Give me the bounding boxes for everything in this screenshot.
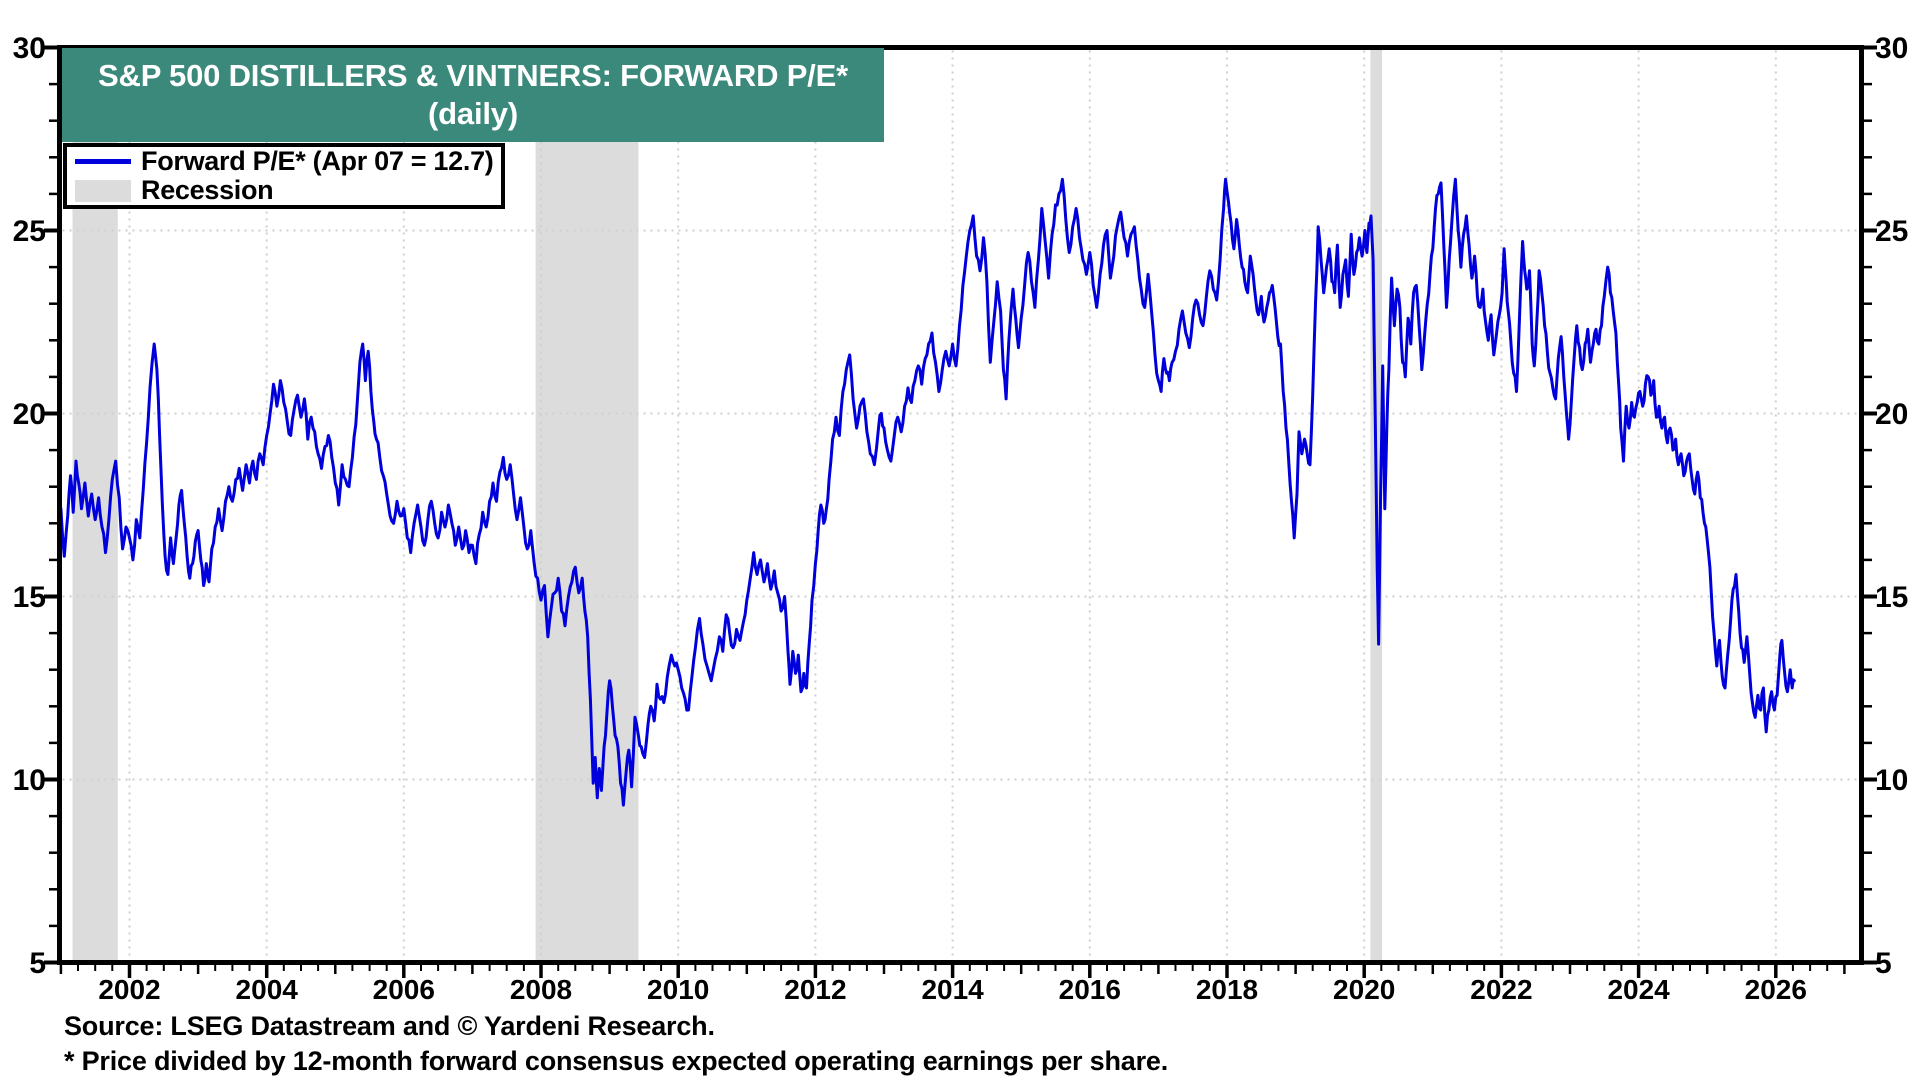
legend-item-recession: Recession xyxy=(75,175,501,205)
plot-frame xyxy=(57,45,1864,965)
chart-title-box: S&P 500 DISTILLERS & VINTNERS: FORWARD P… xyxy=(62,48,884,142)
svg-text:2002: 2002 xyxy=(98,974,160,1005)
svg-text:2024: 2024 xyxy=(1607,974,1670,1005)
svg-text:5: 5 xyxy=(29,947,46,980)
blue-line-swatch xyxy=(75,159,131,164)
svg-text:2006: 2006 xyxy=(373,974,435,1005)
x-axis-ticks xyxy=(59,965,1846,978)
svg-text:20: 20 xyxy=(1875,398,1908,431)
gridlines xyxy=(62,50,1859,960)
svg-text:10: 10 xyxy=(13,764,46,797)
svg-text:5: 5 xyxy=(1875,947,1892,980)
legend: Forward P/E* (Apr 07 = 12.7) Recession xyxy=(63,143,505,209)
svg-text:2004: 2004 xyxy=(236,974,299,1005)
svg-text:2022: 2022 xyxy=(1470,974,1532,1005)
y-axis-labels-left: 5 10 15 20 25 30 xyxy=(13,32,46,980)
svg-text:2008: 2008 xyxy=(510,974,572,1005)
svg-text:25: 25 xyxy=(1875,215,1908,248)
svg-text:2012: 2012 xyxy=(784,974,846,1005)
recession-swatch-icon xyxy=(75,179,131,202)
legend-label-recession: Recession xyxy=(141,175,274,205)
svg-text:2026: 2026 xyxy=(1745,974,1807,1005)
svg-text:30: 30 xyxy=(13,32,46,65)
legend-label-forward-pe: Forward P/E* (Apr 07 = 12.7) xyxy=(141,146,494,176)
chart-title: S&P 500 DISTILLERS & VINTNERS: FORWARD P… xyxy=(98,58,848,94)
gray-recession-swatch xyxy=(75,179,131,202)
svg-text:15: 15 xyxy=(1875,581,1908,614)
svg-text:2010: 2010 xyxy=(647,974,709,1005)
svg-text:2016: 2016 xyxy=(1059,974,1121,1005)
svg-text:10: 10 xyxy=(1875,764,1908,797)
chart-subtitle: (daily) xyxy=(428,96,518,131)
source-text: Source: LSEG Datastream and © Yardeni Re… xyxy=(64,1011,715,1041)
footnote-text: * Price divided by 12-month forward cons… xyxy=(64,1046,1169,1076)
svg-text:2014: 2014 xyxy=(921,974,984,1005)
forward-pe-line xyxy=(62,177,1796,807)
y-axis-ticks xyxy=(44,45,1877,965)
y-axis-labels-right: 5 10 15 20 25 30 xyxy=(1875,32,1908,980)
recession-band xyxy=(535,50,639,960)
legend-item-forward-pe: Forward P/E* (Apr 07 = 12.7) xyxy=(75,146,501,176)
svg-text:20: 20 xyxy=(13,398,46,431)
svg-text:25: 25 xyxy=(13,215,46,248)
svg-text:15: 15 xyxy=(13,581,46,614)
svg-text:2018: 2018 xyxy=(1196,974,1258,1005)
line-swatch-icon xyxy=(75,159,131,164)
svg-text:30: 30 xyxy=(1875,32,1908,65)
svg-text:2020: 2020 xyxy=(1333,974,1395,1005)
x-axis-labels: 2002 2004 2006 2008 2010 2012 2014 2016 2018 2020… xyxy=(98,974,1807,1005)
